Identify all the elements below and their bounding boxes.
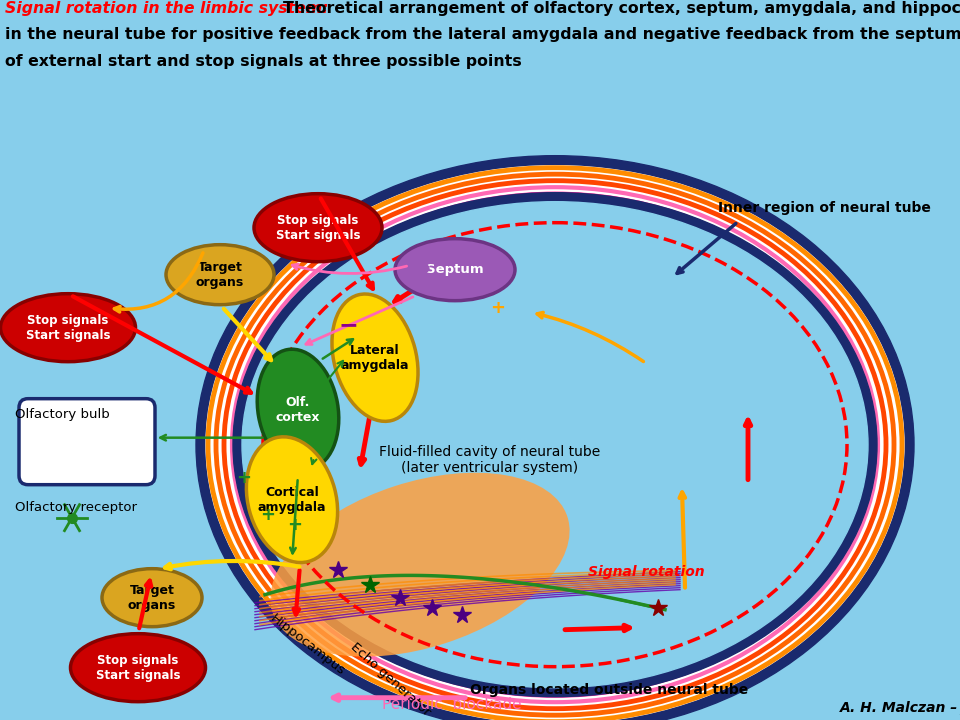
Text: +: +	[287, 516, 302, 534]
Text: +: +	[491, 299, 506, 317]
Ellipse shape	[233, 193, 877, 697]
Ellipse shape	[242, 202, 868, 688]
Ellipse shape	[257, 349, 339, 470]
Ellipse shape	[395, 238, 515, 301]
Text: Olf.
cortex: Olf. cortex	[276, 396, 321, 423]
Ellipse shape	[1, 294, 135, 361]
Text: Stop signals
Start signals: Stop signals Start signals	[276, 214, 360, 242]
Text: Inner region of neural tube: Inner region of neural tube	[718, 201, 931, 215]
FancyBboxPatch shape	[19, 399, 155, 485]
Text: Fluid-filled cavity of neural tube
(later ventricular system): Fluid-filled cavity of neural tube (late…	[379, 444, 601, 474]
Text: of external start and stop signals at three possible points: of external start and stop signals at th…	[5, 54, 521, 69]
Ellipse shape	[196, 156, 914, 720]
Text: Theoretical arrangement of olfactory cortex, septum, amygdala, and hippocampus: Theoretical arrangement of olfactory cor…	[283, 1, 960, 16]
Text: Signal rotation: Signal rotation	[588, 564, 705, 579]
Ellipse shape	[102, 569, 202, 626]
Ellipse shape	[271, 473, 569, 657]
Text: Stop signals
Start signals: Stop signals Start signals	[26, 314, 110, 342]
Text: Cortical
amygdala: Cortical amygdala	[257, 486, 326, 513]
Ellipse shape	[206, 166, 904, 720]
Text: Lateral
amygdala: Lateral amygdala	[341, 343, 409, 372]
Text: Olfactory receptor: Olfactory receptor	[15, 501, 137, 514]
Text: +: +	[236, 469, 252, 487]
Text: −: −	[338, 312, 358, 337]
Text: Signal rotation in the limbic system:: Signal rotation in the limbic system:	[5, 1, 328, 16]
Text: Hippocampus: Hippocampus	[268, 611, 348, 678]
Ellipse shape	[254, 194, 382, 261]
Ellipse shape	[332, 294, 418, 421]
Text: Olfactory bulb: Olfactory bulb	[15, 408, 109, 421]
Text: Target
organs: Target organs	[196, 261, 244, 289]
Text: Echo generator: Echo generator	[348, 641, 433, 719]
Text: +: +	[260, 505, 276, 523]
Text: Stop signals
Start signals: Stop signals Start signals	[96, 654, 180, 682]
Text: Septum: Septum	[426, 264, 484, 276]
Ellipse shape	[166, 245, 274, 305]
Text: A. H. Malczan – June 2013: A. H. Malczan – June 2013	[840, 701, 960, 715]
Text: in the neural tube for positive feedback from the lateral amygdala and negative : in the neural tube for positive feedback…	[5, 27, 960, 42]
Text: Organs located outside neural tube: Organs located outside neural tube	[469, 683, 748, 697]
Ellipse shape	[247, 437, 338, 562]
Ellipse shape	[70, 634, 205, 702]
Text: Target
organs: Target organs	[128, 584, 176, 612]
Text: Periodic  blockade: Periodic blockade	[382, 697, 522, 712]
